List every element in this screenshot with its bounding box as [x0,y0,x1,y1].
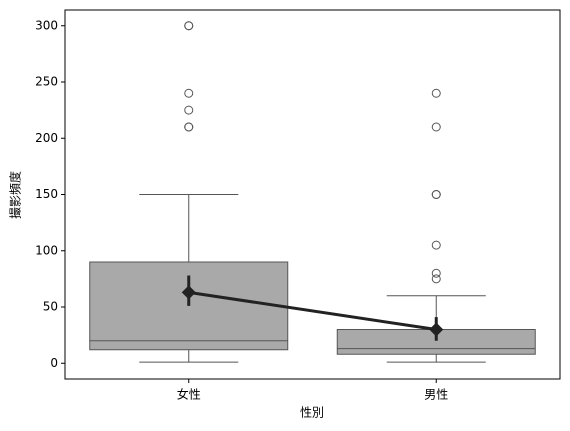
x-tick-label: 女性 [177,387,201,402]
x-axis-label: 性別 [300,406,324,420]
y-axis-label: 撮影頻度 [8,171,23,219]
outlier [431,190,441,199]
y-tick-label: 50 [43,300,58,314]
y-tick-label: 300 [35,18,58,32]
y-tick-label: 150 [35,187,58,201]
outlier [184,21,194,31]
y-tick-label: 100 [35,243,58,257]
mean-line [188,290,437,331]
outlier [184,122,194,132]
y-tick-label: 250 [35,75,58,89]
outlier [184,105,194,115]
mean-marker [429,322,444,337]
x-tick-label: 男性 [424,388,448,402]
outlier [431,88,441,98]
y-tick-label: 200 [35,131,58,145]
y-tick-label: 0 [50,356,58,370]
mean-marker [181,285,196,300]
outlier [431,268,441,278]
outlier [431,240,441,250]
outlier [431,122,441,132]
outlier [431,274,441,284]
outlier [184,88,194,98]
